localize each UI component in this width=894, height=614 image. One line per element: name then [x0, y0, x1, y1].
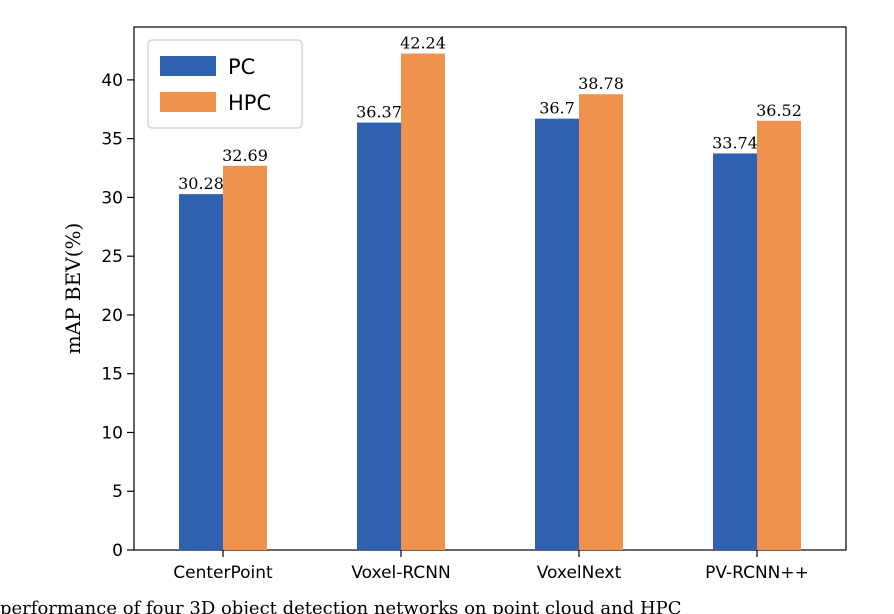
- legend-swatch-pc: [160, 56, 216, 76]
- data-label: 36.37: [356, 103, 402, 122]
- bar-pc: [179, 194, 223, 550]
- x-tick-label: CenterPoint: [173, 563, 273, 583]
- legend-label-hpc: HPC: [228, 91, 271, 115]
- bar-hpc: [401, 53, 445, 551]
- y-tick-label: 15: [101, 365, 123, 385]
- y-tick-label: 0: [112, 541, 123, 561]
- y-tick-label: 20: [101, 306, 123, 326]
- y-tick-label: 40: [101, 71, 123, 91]
- figure-caption: performance of four 3D object detection …: [0, 600, 682, 614]
- y-tick-label: 25: [101, 247, 123, 267]
- bar-pc: [357, 122, 401, 550]
- data-label: 36.7: [539, 99, 575, 118]
- data-label: 36.52: [756, 101, 802, 120]
- legend-label-pc: PC: [228, 55, 255, 79]
- x-tick-label: PV-RCNN++: [705, 563, 809, 583]
- y-tick-label: 5: [112, 482, 123, 502]
- y-tick-label: 30: [101, 188, 123, 208]
- legend-box: [147, 39, 303, 129]
- data-label: 33.74: [712, 133, 758, 152]
- plot-frame: [133, 26, 847, 551]
- data-label: 42.24: [400, 34, 446, 53]
- bar-pc: [535, 118, 579, 551]
- legend-swatch-hpc: [160, 92, 216, 112]
- bar-pc: [713, 153, 757, 551]
- data-label: 32.69: [222, 146, 268, 165]
- data-label: 30.28: [178, 174, 224, 193]
- x-tick-label: Voxel-RCNN: [351, 563, 450, 583]
- bar-hpc: [579, 94, 623, 550]
- bar-hpc: [757, 120, 801, 550]
- y-tick-label: 35: [101, 130, 123, 150]
- y-tick-label: 10: [101, 423, 123, 443]
- data-label: 38.78: [578, 74, 624, 93]
- x-tick-label: VoxelNext: [537, 563, 622, 583]
- bar-hpc: [223, 165, 267, 551]
- y-axis-label: mAP BEV(%): [61, 223, 85, 355]
